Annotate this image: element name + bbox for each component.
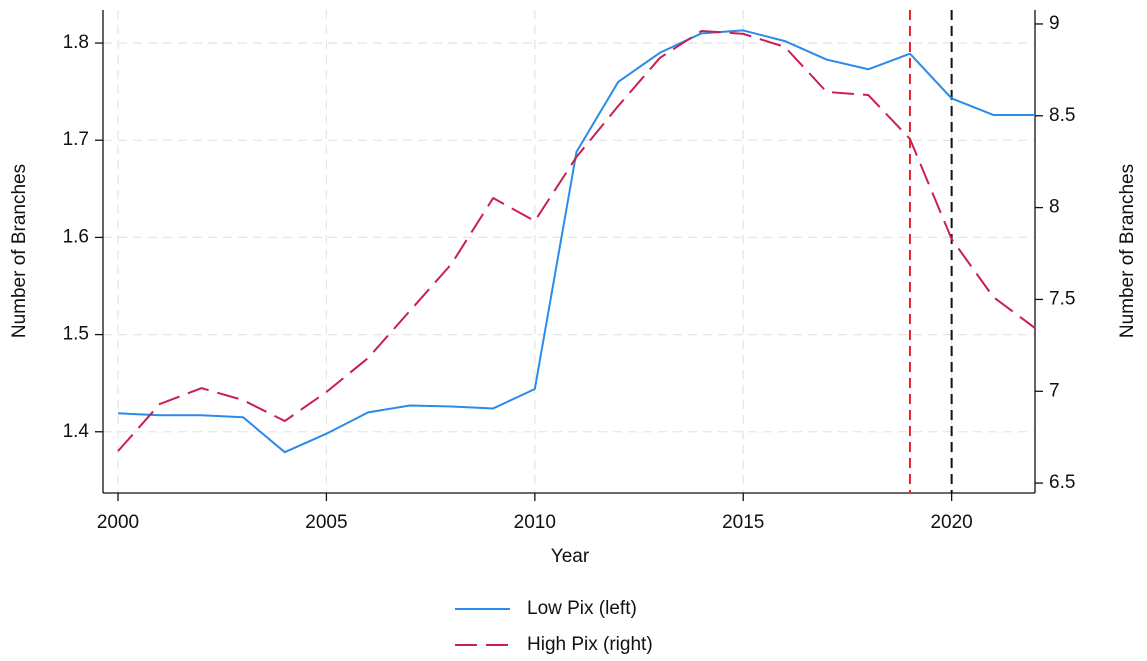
y-tick-label: 1.6 xyxy=(63,226,89,247)
y2-axis-label: Number of Branches xyxy=(1117,164,1138,338)
y2-tick-label: 8 xyxy=(1049,197,1060,218)
x-tick-label: 2015 xyxy=(722,512,764,533)
series-line xyxy=(117,29,1035,454)
x-tick-label: 2005 xyxy=(305,512,347,533)
legend-label: High Pix (right) xyxy=(527,634,653,655)
series-line xyxy=(117,29,1036,452)
y2-tick-label: 9 xyxy=(1049,13,1060,34)
y2-tick-label: 6.5 xyxy=(1049,472,1075,493)
x-tick-label: 2020 xyxy=(930,512,972,533)
y-tick-label: 1.5 xyxy=(63,324,89,345)
x-tick-label: 2000 xyxy=(97,512,139,533)
y2-tick-label: 8.5 xyxy=(1049,105,1075,126)
y-axis-label: Number of Branches xyxy=(9,164,30,338)
x-tick-label: 2010 xyxy=(514,512,556,533)
x-axis-label: Year xyxy=(551,546,590,567)
y2-tick-label: 7 xyxy=(1049,380,1060,401)
legend-label: Low Pix (left) xyxy=(527,598,637,619)
y-tick-label: 1.7 xyxy=(63,129,89,150)
y-tick-label: 1.4 xyxy=(63,421,90,442)
y2-tick-label: 7.5 xyxy=(1049,288,1075,309)
y-tick-label: 1.8 xyxy=(63,32,89,53)
